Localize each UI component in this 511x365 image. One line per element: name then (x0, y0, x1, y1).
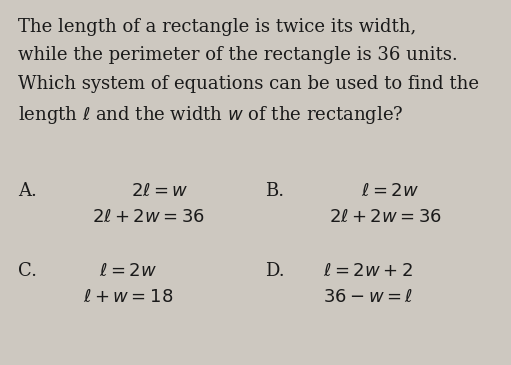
Text: Which system of equations can be used to find the: Which system of equations can be used to… (18, 75, 479, 93)
Text: $36 - w = \ell$: $36 - w = \ell$ (323, 288, 413, 306)
Text: $\ell = 2w$: $\ell = 2w$ (361, 182, 419, 200)
Text: $2\ell + 2w = 36$: $2\ell + 2w = 36$ (329, 208, 442, 226)
Text: $2\ell + 2w = 36$: $2\ell + 2w = 36$ (91, 208, 204, 226)
Text: $\ell + w = 18$: $\ell + w = 18$ (83, 288, 173, 306)
Text: while the perimeter of the rectangle is 36 units.: while the perimeter of the rectangle is … (18, 46, 458, 65)
Text: D.: D. (265, 262, 285, 280)
Text: B.: B. (265, 182, 284, 200)
Text: A.: A. (18, 182, 37, 200)
Text: The length of a rectangle is twice its width,: The length of a rectangle is twice its w… (18, 18, 416, 36)
Text: $2\ell = w$: $2\ell = w$ (131, 182, 189, 200)
Text: C.: C. (18, 262, 37, 280)
Text: $\ell = 2w + 2$: $\ell = 2w + 2$ (323, 262, 413, 280)
Text: $\ell = 2w$: $\ell = 2w$ (99, 262, 157, 280)
Text: length $\ell$ and the width $w$ of the rectangle?: length $\ell$ and the width $w$ of the r… (18, 104, 404, 126)
